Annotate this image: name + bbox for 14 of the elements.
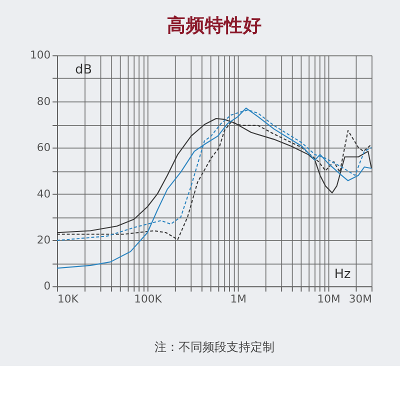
y-tick-label: 60 — [36, 141, 51, 154]
x-axis-title: Hz — [334, 266, 351, 282]
x-tick-label: 100K — [134, 292, 163, 306]
x-tick-label: 10M — [317, 292, 340, 306]
chart-title: 高频特性好 — [166, 14, 262, 37]
text: 注：不同频段支持定制 — [154, 340, 274, 354]
x-tick-label: 30M — [348, 292, 372, 306]
y-tick-label: 40 — [36, 187, 51, 200]
y-tick-label: 100 — [30, 48, 51, 62]
y-tick-label: 0 — [44, 280, 51, 293]
x-tick-label: 1M — [230, 292, 246, 306]
x-tick-label: 10K — [57, 292, 80, 306]
y-tick-label: 80 — [36, 94, 51, 108]
y-tick-label: 20 — [36, 233, 51, 246]
